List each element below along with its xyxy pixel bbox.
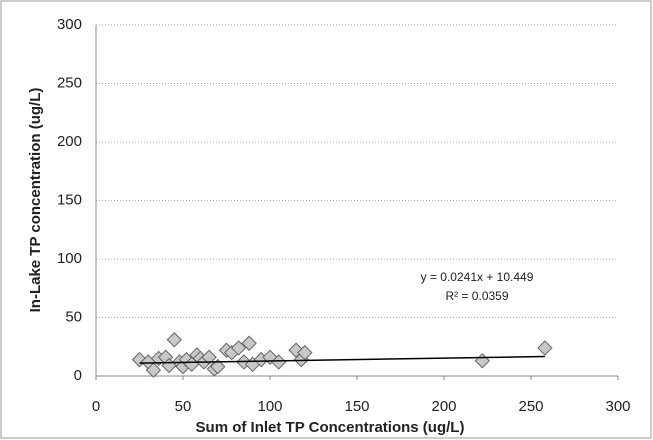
- point: [166, 332, 183, 348]
- point: [210, 358, 226, 375]
- point: [230, 340, 247, 356]
- trendline-r2: R² = 0.0359: [445, 289, 508, 303]
- x-tick-label: 250: [518, 398, 543, 415]
- x-tick-label: 200: [431, 398, 456, 415]
- y-tick-label: 200: [57, 133, 82, 150]
- point: [537, 340, 553, 356]
- x-tick-label: 100: [257, 398, 282, 415]
- x-tick-label: 300: [605, 398, 630, 415]
- trendline-equation: y = 0.0241x + 10.449: [421, 270, 534, 284]
- point: [145, 362, 162, 378]
- trendline: [139, 355, 545, 364]
- point: [241, 335, 257, 351]
- y-tick-label: 0: [74, 367, 82, 384]
- y-axis-title: In-Lake TP concentration (ug/L): [27, 88, 44, 313]
- y-tick-label: 300: [57, 16, 82, 33]
- y-tick-label: 100: [57, 250, 82, 267]
- y-tick-label: 250: [57, 74, 82, 91]
- x-tick-label: 0: [92, 398, 100, 415]
- x-tick-label: 150: [344, 398, 369, 415]
- x-axis-title: Sum of Inlet TP Concentrations (ug/L): [196, 419, 465, 436]
- y-tick-label: 150: [57, 191, 82, 208]
- point: [201, 349, 217, 365]
- point: [270, 354, 287, 370]
- x-tick-label: 50: [175, 398, 192, 415]
- point: [297, 344, 313, 361]
- y-tick-label: 50: [65, 308, 82, 325]
